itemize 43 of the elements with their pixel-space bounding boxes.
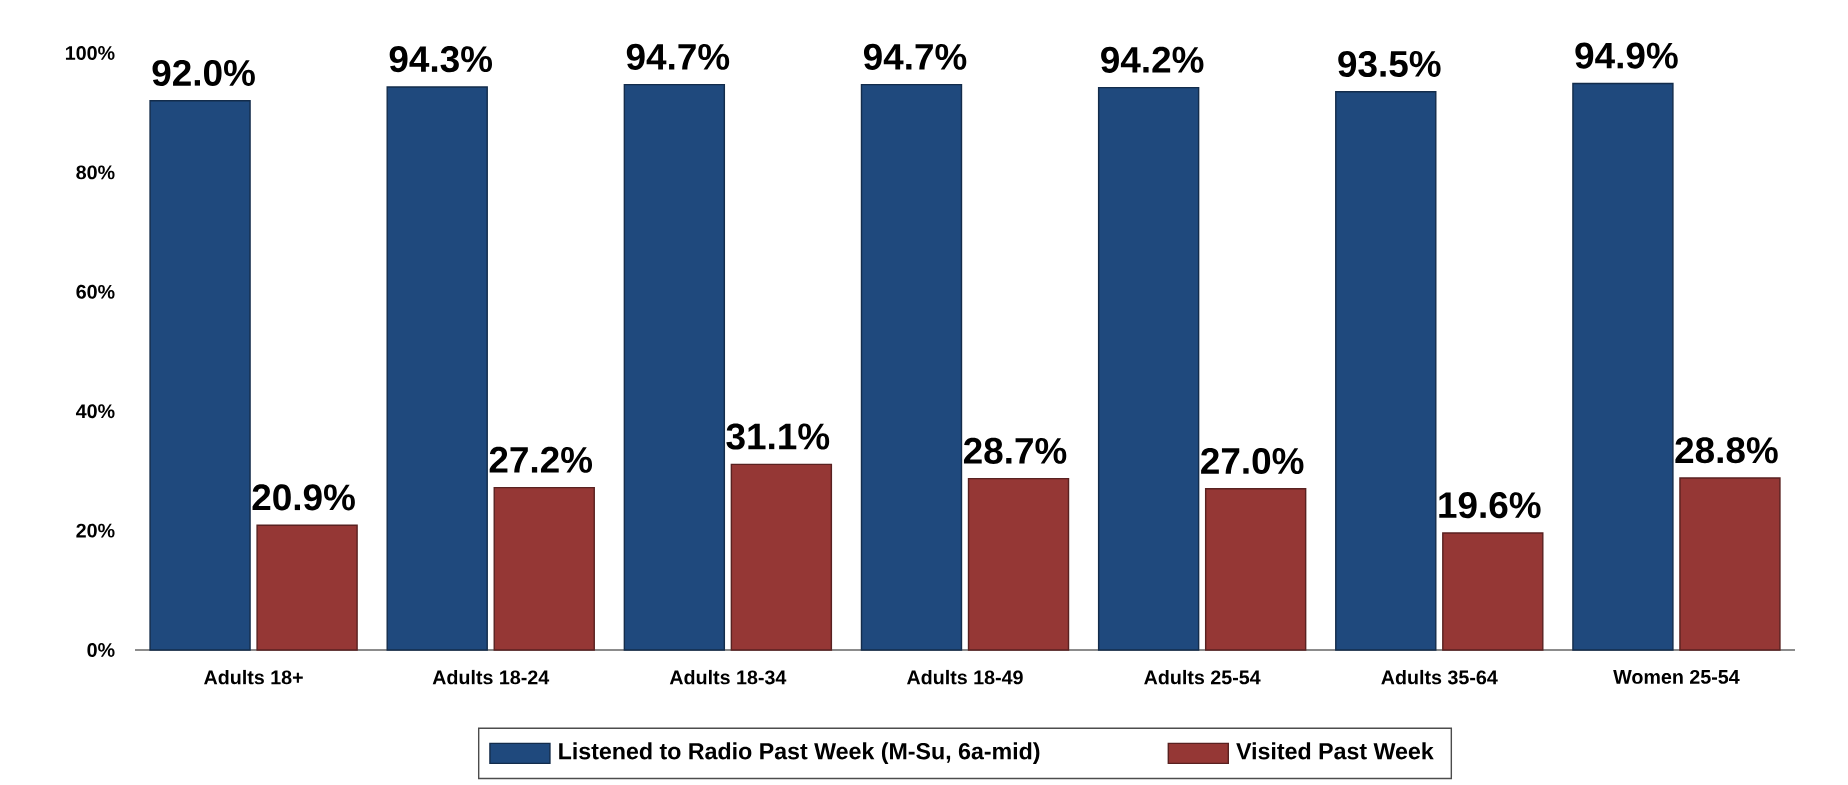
y-tick-label: 60%: [76, 284, 115, 299]
x-tick-label: Adults 25-54: [1144, 669, 1261, 685]
data-label: 27.0%: [1201, 447, 1304, 475]
bar: [860, 83, 963, 651]
data-label: 27.2%: [489, 446, 593, 473]
y-tick-label: 0%: [87, 643, 115, 657]
data-label: 94.9%: [1575, 42, 1678, 69]
y-tick-label: 80%: [76, 165, 115, 180]
data-label: 20.9%: [252, 484, 355, 511]
bar: [1335, 91, 1437, 651]
x-tick-label: Adults 18+: [204, 669, 303, 685]
data-label: 93.5%: [1338, 50, 1441, 78]
data-label: 94.2%: [1101, 46, 1204, 73]
x-tick-label: Adults 18-34: [669, 669, 787, 685]
data-label: 28.7%: [963, 437, 1067, 464]
bar: [386, 86, 488, 651]
x-tick-label: Women 25-54: [1613, 669, 1740, 684]
bar: [1442, 532, 1544, 651]
bar: [493, 486, 595, 651]
y-tick-label: 100%: [65, 46, 115, 60]
y-tick-label: 40%: [75, 404, 115, 419]
bar: [623, 83, 726, 651]
data-label: 19.6%: [1439, 492, 1541, 519]
bar: [1204, 488, 1307, 651]
y-tick-label: 20%: [76, 523, 115, 538]
bar: [967, 477, 1070, 651]
x-tick-label: Adults 35-64: [1381, 669, 1498, 685]
data-label: 31.1%: [726, 423, 830, 450]
data-label: 28.8%: [1675, 437, 1778, 464]
data-label: 94.3%: [389, 46, 493, 73]
bar: [149, 100, 251, 651]
x-tick-label: Adults 18-49: [906, 669, 1023, 685]
bar: [730, 463, 833, 651]
legend-label: Visited Past Week: [1236, 742, 1434, 760]
bar: [1097, 86, 1200, 651]
x-tick-label: Adults 18-24: [432, 669, 550, 685]
data-label: 94.7%: [863, 43, 967, 70]
data-label: 92.0%: [152, 59, 255, 87]
bar: [256, 524, 358, 651]
bar: [1679, 477, 1781, 651]
data-label: 94.7%: [626, 43, 730, 70]
legend-label: Listened to Radio Past Week (M-Su, 6a-mid): [559, 742, 1040, 764]
bar: [1572, 82, 1674, 651]
